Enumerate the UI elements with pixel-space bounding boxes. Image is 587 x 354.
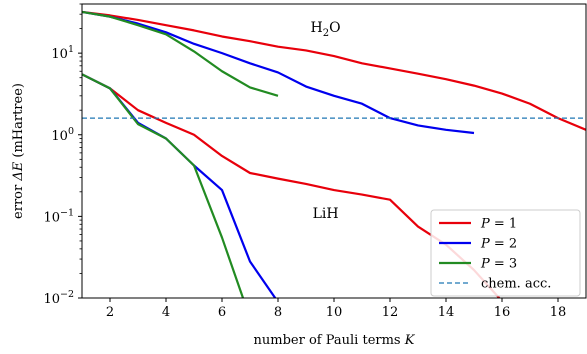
legend-box [430,209,581,297]
series-line-H2O-3 [82,10,279,97]
y-tick-label: 10−1 [43,207,74,225]
y-tick-label: 10−2 [43,289,74,307]
x-axis-label: number of Pauli terms K [254,333,416,348]
series-line-H2O-1 [82,10,586,131]
series-line-H2O-2 [82,10,475,135]
x-tick-label: 2 [106,305,114,320]
y-tick-label: 101 [51,44,74,62]
x-tick-label: 18 [550,305,567,320]
x-tick-label: 14 [438,305,455,320]
series-line-LiH-5 [82,73,277,298]
x-tick-label: 12 [382,305,399,320]
molecule-label: LiH [313,206,339,222]
x-tick-label: 10 [326,305,343,320]
ticks-layer: 2 4 6 8 10 12 14 16 18 10−2 10−1 100 101 [43,3,567,320]
legend-label: P = 1 [480,217,517,232]
x-tick-label: 4 [162,305,170,320]
y-tick-label: 100 [51,126,74,144]
y-axis-label: error ΔE (mHartree) [11,83,26,219]
molecule-label: H2O [311,20,341,39]
legend: P = 1 P = 2 P = 3 chem. acc. [430,209,581,297]
annotation-layer: H2O LiH [311,20,341,222]
x-tick-label: 8 [274,305,282,320]
legend-label: P = 3 [480,257,517,272]
legend-label: P = 2 [480,237,517,252]
legend-label: chem. acc. [481,277,551,292]
series-line-LiH-6 [82,73,245,298]
x-tick-label: 6 [218,305,226,320]
x-tick-label: 16 [494,305,511,320]
